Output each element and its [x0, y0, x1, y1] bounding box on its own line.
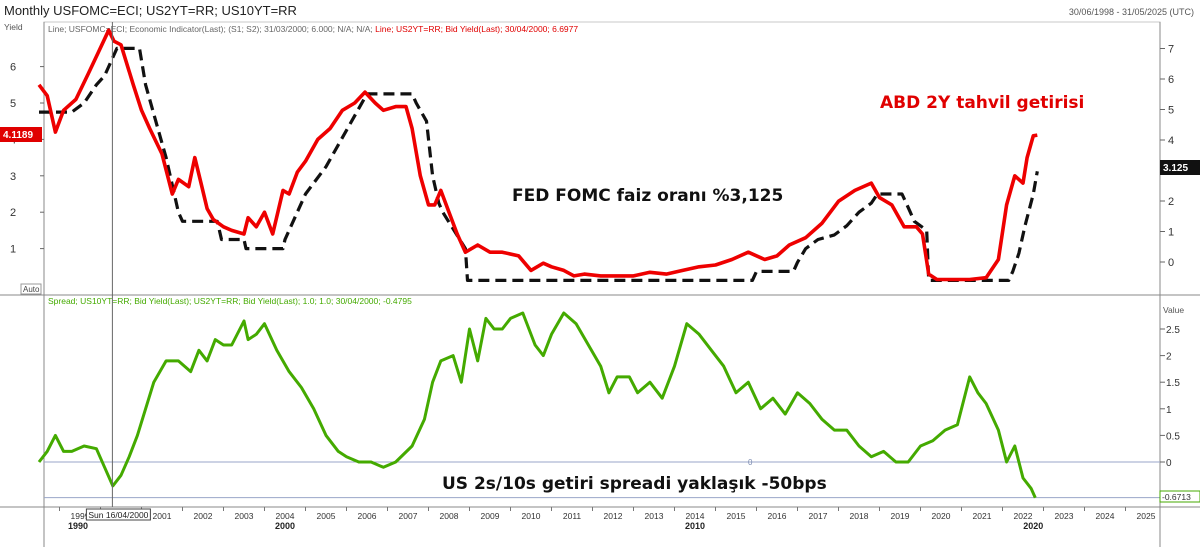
bottom-right-tick-label: 1.5: [1166, 378, 1180, 389]
year-tick-label: 2011: [563, 511, 582, 521]
top-left-tick-label: 1: [10, 244, 16, 256]
spread-zero-label: 0: [748, 458, 753, 467]
year-tick-label: 2010: [522, 511, 541, 521]
top-left-tick-label: 5: [10, 98, 16, 110]
spread-annotation: US 2s/10s getiri spreadi yaklaşık -50bps: [442, 474, 827, 494]
top-panel-frame: [43, 21, 1161, 296]
us2y-yield-line: [37, 28, 1038, 282]
top-right-tick-label: 0: [1168, 257, 1174, 269]
header-bar: Monthly USFOMC=ECI; US2YT=RR; US10YT=RR …: [0, 0, 1200, 22]
bottom-legend: Spread; US10YT=RR; Bid Yield(Last); US2Y…: [48, 296, 412, 306]
year-tick-label: 1999: [71, 511, 90, 521]
year-tick-label: 2015: [727, 511, 746, 521]
year-tick-label: 2018: [850, 511, 869, 521]
year-tick-label: 2008: [440, 511, 459, 521]
year-tick-label: 2007: [399, 511, 418, 521]
year-tick-label: 2002: [194, 511, 213, 521]
top-legend-us2y: Line; US2YT=RR; Bid Yield(Last); 30/04/2…: [375, 24, 578, 34]
decade-tick-label: 2000: [275, 521, 295, 531]
top-right-tick-label: 2: [1168, 196, 1174, 208]
year-tick-label: 2012: [604, 511, 623, 521]
bottom-right-tick-label: 1: [1166, 405, 1172, 416]
top-right-tick-label: 7: [1168, 44, 1174, 56]
bottom-right-tick-label: 0.5: [1166, 431, 1180, 442]
year-tick-label: 2014: [686, 511, 705, 521]
top-right-tick-label: 6: [1168, 74, 1174, 86]
crosshair-date-label: Sun 16/04/2000: [88, 510, 148, 520]
year-tick-label: 2009: [481, 511, 500, 521]
fomc-last-badge: [1160, 160, 1200, 175]
year-tick-label: 2001: [153, 511, 172, 521]
fomc-annotation: FED FOMC faiz oranı %3,125: [512, 186, 783, 206]
top-right-tick-label: 1: [1168, 227, 1174, 239]
year-ticks: 1999200020012002200320042005200620072008…: [59, 507, 1156, 521]
bottom-right-tick-label: 0: [1166, 458, 1172, 469]
year-tick-label: 2006: [358, 511, 377, 521]
decade-ticks: 1990 2000 2010 2020: [68, 521, 1043, 531]
decade-tick-label: 1990: [68, 521, 88, 531]
bottom-right-tick-label: 2.5: [1166, 325, 1180, 336]
crosshair-date-box: [85, 508, 151, 521]
bottom-ylabel: Value: [1163, 305, 1184, 315]
fomc-last-value: 3.125: [1163, 163, 1188, 174]
top-legend-fomc: Line; USFOMC=ECI; Economic Indicator(Las…: [48, 24, 375, 34]
year-tick-label: 2019: [891, 511, 910, 521]
top-left-tick-label: 3: [10, 171, 16, 183]
year-tick-label: 2005: [317, 511, 336, 521]
year-tick-label: 2024: [1096, 511, 1115, 521]
year-tick-label: 2020: [932, 511, 951, 521]
top-right-ticks: 01234567: [1160, 44, 1174, 269]
year-tick-label: 2025: [1137, 511, 1156, 521]
top-ylabel: Yield: [4, 22, 23, 32]
date-range: 30/06/1998 - 31/05/2025 (UTC): [1068, 7, 1194, 17]
chart-title: Monthly USFOMC=ECI; US2YT=RR; US10YT=RR: [4, 3, 297, 18]
decade-tick-label: 2010: [685, 521, 705, 531]
auto-scale-button[interactable]: [20, 283, 42, 295]
bottom-right-tick-label: 2: [1166, 352, 1172, 363]
year-tick-label: 2021: [973, 511, 992, 521]
top-right-tick-label: 5: [1168, 105, 1174, 117]
top-left-tick-label: 2: [10, 207, 16, 219]
us2y-last-badge: [0, 127, 42, 142]
year-tick-label: 2017: [809, 511, 828, 521]
fomc-rate-line: [39, 46, 1039, 282]
spread-last-badge: [1159, 490, 1200, 503]
year-tick-label: 2023: [1055, 511, 1074, 521]
top-left-tick-label: 6: [10, 62, 16, 74]
bottom-right-ticks: 0 0.5 1 1.5 2 2.5: [1160, 325, 1180, 469]
year-tick-label: 2003: [235, 511, 254, 521]
spread-line: [37, 311, 1037, 499]
top-left-ticks: 123456: [10, 62, 44, 256]
year-tick-label: 2004: [276, 511, 295, 521]
year-tick-label: 2022: [1014, 511, 1033, 521]
us2y-annotation: ABD 2Y tahvil getirisi: [880, 93, 1084, 113]
year-tick-label: 2013: [645, 511, 664, 521]
us2y-last-value: 4.1189: [3, 130, 33, 141]
year-tick-label: 2016: [768, 511, 787, 521]
auto-scale-label: Auto: [23, 285, 40, 294]
decade-tick-label: 2020: [1023, 521, 1043, 531]
spread-last-value: -0.6713: [1162, 492, 1191, 502]
top-right-tick-label: 4: [1168, 135, 1174, 147]
top-legend: Line; USFOMC=ECI; Economic Indicator(Las…: [48, 24, 578, 34]
